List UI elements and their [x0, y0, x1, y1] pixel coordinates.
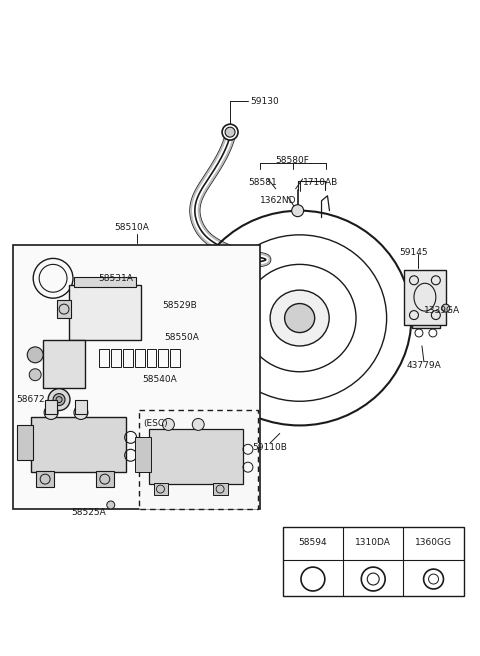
Text: 58550A: 58550A — [165, 333, 199, 342]
Bar — [139, 409, 258, 509]
Circle shape — [44, 405, 58, 419]
Text: 58672: 58672 — [16, 395, 45, 404]
Text: 58529B: 58529B — [162, 300, 197, 310]
Circle shape — [74, 405, 88, 419]
Text: 58510A: 58510A — [114, 223, 149, 232]
Bar — [412, 288, 440, 328]
Bar — [146, 349, 156, 367]
Bar — [57, 300, 71, 318]
Text: 58525A: 58525A — [71, 508, 106, 518]
Bar — [148, 430, 243, 484]
Bar — [13, 245, 260, 509]
Text: 59110B: 59110B — [252, 443, 287, 452]
Circle shape — [48, 388, 70, 411]
Text: 59145: 59145 — [399, 248, 428, 257]
Circle shape — [162, 419, 174, 430]
Bar — [154, 483, 168, 495]
Bar — [17, 426, 33, 461]
Text: 1360GG: 1360GG — [415, 539, 452, 547]
Text: 1710AB: 1710AB — [302, 178, 338, 188]
Bar — [69, 285, 141, 340]
Circle shape — [107, 501, 115, 509]
Bar — [134, 438, 151, 472]
Bar — [74, 277, 136, 287]
Bar — [134, 349, 144, 367]
Ellipse shape — [270, 290, 329, 346]
Text: 58540A: 58540A — [143, 375, 177, 384]
Text: (ESC): (ESC) — [144, 419, 168, 428]
Text: 1362ND: 1362ND — [260, 196, 296, 205]
Bar — [36, 471, 54, 487]
Bar — [158, 349, 168, 367]
Bar — [283, 527, 464, 596]
Bar — [111, 349, 120, 367]
Text: 58594: 58594 — [299, 539, 327, 547]
Circle shape — [442, 304, 450, 312]
Circle shape — [53, 394, 65, 405]
Circle shape — [225, 127, 235, 137]
Text: 58580F: 58580F — [276, 157, 310, 165]
Circle shape — [29, 369, 41, 380]
Bar — [75, 400, 87, 415]
Bar — [43, 340, 85, 388]
Bar — [213, 483, 228, 495]
Bar — [31, 417, 126, 472]
Bar — [99, 349, 109, 367]
Circle shape — [292, 205, 304, 216]
Text: 58531A: 58531A — [98, 274, 132, 283]
Circle shape — [192, 419, 204, 430]
Circle shape — [27, 347, 43, 363]
Bar — [96, 471, 114, 487]
Text: 1339GA: 1339GA — [424, 306, 460, 315]
Bar — [404, 270, 446, 325]
Bar — [123, 349, 132, 367]
Circle shape — [222, 124, 238, 140]
Text: 1310DA: 1310DA — [355, 539, 391, 547]
Text: 43779A: 43779A — [407, 361, 442, 370]
Text: 59130: 59130 — [250, 97, 279, 106]
Bar — [170, 349, 180, 367]
Text: 58581: 58581 — [248, 178, 276, 188]
Bar — [45, 400, 57, 415]
Ellipse shape — [285, 304, 315, 333]
